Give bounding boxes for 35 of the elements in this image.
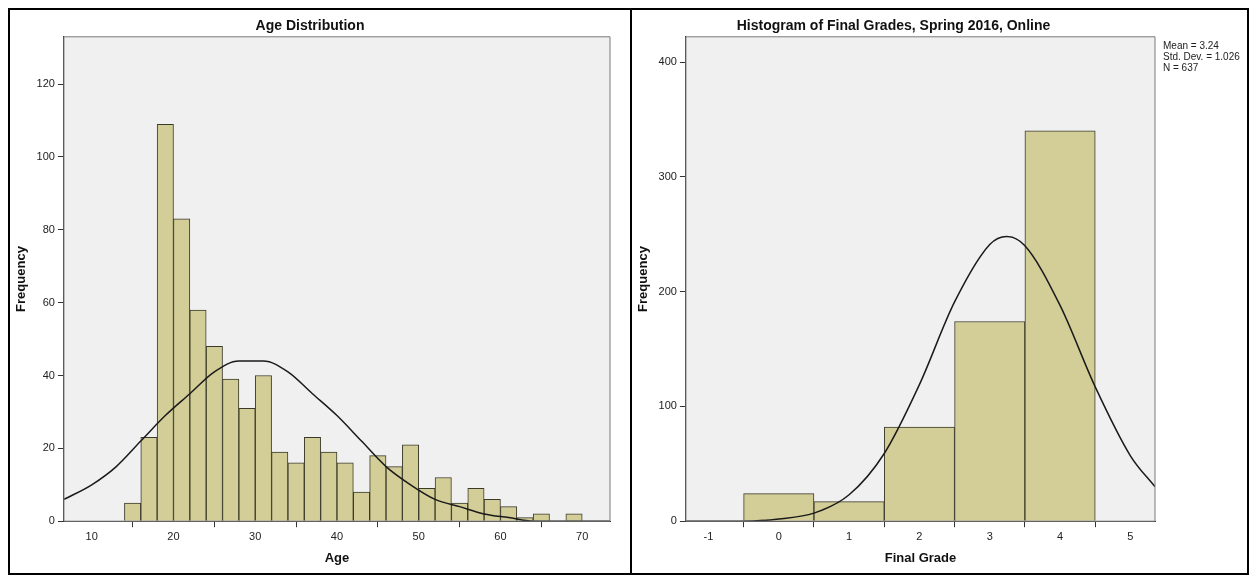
y-tick-label: 0	[670, 514, 677, 527]
y-tick-label: 200	[658, 284, 677, 297]
x-axis-title: Final Grade	[884, 549, 957, 565]
x-tick-label: 40	[330, 529, 344, 542]
y-tick-label: 40	[42, 368, 55, 381]
x-tick-label: -1	[703, 529, 714, 542]
y-tick-label: 300	[658, 169, 677, 182]
x-tick-label: 4	[1057, 529, 1064, 542]
chart-title: Age Distribution	[255, 17, 365, 34]
x-tick-label: 20	[167, 529, 180, 542]
x-tick-label: 10	[85, 529, 98, 542]
x-tick-label: 30	[249, 529, 262, 542]
y-tick-label: 0	[48, 514, 55, 527]
y-tick-label: 400	[658, 55, 677, 68]
x-axis-title: Age	[324, 549, 350, 565]
y-axis-title: Frequency	[635, 245, 651, 312]
y-tick-label: 80	[42, 222, 55, 235]
y-tick-label: 120	[36, 77, 55, 90]
y-tick-label: 100	[658, 399, 677, 412]
y-tick-label: 20	[42, 441, 55, 454]
y-tick-label: 60	[42, 295, 55, 308]
x-tick-label: 5	[1127, 529, 1134, 542]
x-tick-label: 50	[412, 529, 425, 542]
chart-title: Histogram of Final Grades, Spring 2016, Online	[736, 17, 1051, 34]
y-tick-label: 100	[36, 150, 55, 163]
x-tick-label: 2	[916, 529, 923, 542]
x-tick-label: 0	[775, 529, 782, 542]
text: Std. Dev. = 1.026	[1163, 50, 1241, 62]
y-axis-title: Frequency	[13, 245, 29, 312]
x-tick-label: 60	[494, 529, 507, 542]
text: N = 637	[1163, 61, 1199, 73]
x-tick-label: 70	[576, 529, 589, 542]
x-tick-label: 1	[846, 529, 853, 542]
x-tick-label: 3	[986, 529, 993, 542]
text: Mean = 3.24	[1163, 39, 1220, 51]
